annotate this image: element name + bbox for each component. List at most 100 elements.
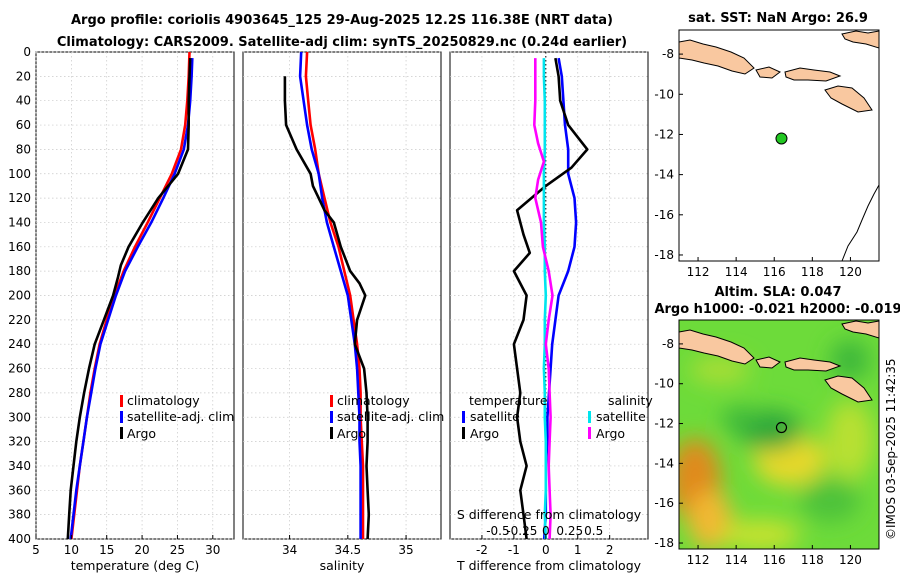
legend-swatch-argo xyxy=(330,427,333,439)
map-x-tick-label: 118 xyxy=(801,553,824,567)
y-tick-label: 260 xyxy=(8,362,31,376)
legend-label-argo: Argo xyxy=(127,426,156,441)
map-x-tick-label: 114 xyxy=(725,265,748,279)
series-line-satellite-adj-clim xyxy=(69,58,194,540)
legend-swatch-sal-satellite xyxy=(588,411,591,423)
legend-label-satellite: satellite-adj. clim xyxy=(127,409,234,424)
t-difference-xlabel: T difference from climatology xyxy=(456,558,642,573)
map-y-tick-label: -18 xyxy=(654,248,674,262)
series-line-argo xyxy=(283,76,371,540)
x-tick-label: 30 xyxy=(205,543,220,557)
legend-label-argo: Argo xyxy=(337,426,366,441)
map-x-tick-label: 118 xyxy=(801,265,824,279)
temperature-series xyxy=(66,51,194,540)
map-x-tick-label: 114 xyxy=(725,553,748,567)
temperature-xlabel: temperature (deg C) xyxy=(71,558,200,573)
java-island xyxy=(679,39,755,75)
copyright-stamp: ©IMOS 03-Sep-2025 11:42:35 xyxy=(884,358,898,540)
sla-blob xyxy=(826,400,874,480)
map-y-tick-label: -18 xyxy=(654,536,674,550)
temperature-grid xyxy=(35,51,234,540)
legend-swatch-climatology xyxy=(330,395,333,407)
legend-title-salinity: salinity xyxy=(608,393,653,408)
x-tick-label: 15 xyxy=(99,543,114,557)
bali-lombok-island xyxy=(755,66,781,79)
salinity-legend: climatology satellite-adj. clim Argo xyxy=(330,393,444,441)
x2-tick-label: 0.25 xyxy=(556,524,583,538)
x-tick-label: 20 xyxy=(134,543,149,557)
temperature-x-ticks: 5 10 15 20 25 30 xyxy=(32,535,220,557)
y-tick-label: 200 xyxy=(8,289,31,303)
salinity-grid xyxy=(243,51,441,540)
series-line-temperature-argo xyxy=(512,57,589,540)
difference-legend: temperature satellite Argo salinity sate… xyxy=(462,393,653,441)
difference-grid xyxy=(450,51,648,540)
sst-map-frame xyxy=(678,29,880,262)
y-tick-label: 240 xyxy=(8,337,31,351)
legend-title-temperature: temperature xyxy=(469,393,548,408)
series-line-argo xyxy=(66,58,192,540)
x2-tick-label: -0.25 xyxy=(506,524,537,538)
legend-swatch-temp-argo xyxy=(462,427,465,439)
map-y-tick-label: -12 xyxy=(654,417,674,431)
legend-label-climatology: climatology xyxy=(337,393,410,408)
x-tick-label: 10 xyxy=(64,543,79,557)
x-tick-label: 25 xyxy=(170,543,185,557)
sla-map-title-line1: Altim. SLA: 0.047 xyxy=(715,285,842,300)
x-tick-label: -2 xyxy=(476,543,488,557)
y-tick-label: 400 xyxy=(8,532,31,546)
sla-map-title-line2: Argo h1000: -0.021 h2000: -0.019 xyxy=(654,302,900,317)
y-tick-label: 40 xyxy=(16,94,31,108)
sla-field-blobs xyxy=(679,340,874,549)
map-x-tick-label: 112 xyxy=(687,265,710,279)
temperature-panel: 5 10 15 20 25 30 0 20 40 60 80 100 120 140 160 180 200 2… xyxy=(8,45,235,573)
y-tick-label: 220 xyxy=(8,313,31,327)
y-tick-label: 340 xyxy=(8,459,31,473)
y-tick-label: 20 xyxy=(16,69,31,83)
sla-blob xyxy=(720,520,800,549)
sla-blob xyxy=(800,478,860,522)
map-x-tick-label: 120 xyxy=(839,553,862,567)
y-tick-label: 0 xyxy=(23,45,31,59)
map-x-tick-label: 116 xyxy=(763,553,786,567)
sulawesi-coast xyxy=(841,320,879,339)
map-x-tick-label: 116 xyxy=(763,265,786,279)
legend-label-sal-satellite: satellite xyxy=(596,409,646,424)
difference-x-ticks: -2 -1 0 1 2 xyxy=(476,535,613,557)
figure-title-line1: Argo profile: coriolis 4903645_125 29-Au… xyxy=(71,13,613,28)
sla-blob xyxy=(830,340,870,380)
sst-map-y-ticks: -8 -10 -12 -14 -16 -18 xyxy=(654,47,683,262)
java-island xyxy=(679,329,755,365)
y-tick-label: 140 xyxy=(8,215,31,229)
x2-tick-label: 0.5 xyxy=(584,524,603,538)
y-tick-label: 60 xyxy=(16,118,31,132)
map-y-tick-label: -16 xyxy=(654,496,674,510)
salinity-series xyxy=(283,51,371,540)
legend-swatch-sal-argo xyxy=(588,427,591,439)
y-tick-label: 180 xyxy=(8,264,31,278)
x-tick-label: 34.5 xyxy=(334,543,361,557)
map-y-tick-label: -8 xyxy=(662,337,674,351)
sst-map-panel: sat. SST: NaN Argo: 26.9 -8-10-12-14-16-… xyxy=(654,11,880,279)
y-tick-label: 320 xyxy=(8,435,31,449)
map-y-tick-label: -8 xyxy=(662,47,674,61)
sst-map-title: sat. SST: NaN Argo: 26.9 xyxy=(688,11,868,26)
map-x-tick-label: 120 xyxy=(839,265,862,279)
x-tick-label: 34 xyxy=(282,543,297,557)
sumbawa-island xyxy=(784,357,842,372)
sst-map-x-ticks: 112 114 116 118 120 xyxy=(687,257,862,279)
sla-blob xyxy=(722,406,758,434)
map-y-tick-label: -10 xyxy=(654,87,674,101)
y-tick-label: 100 xyxy=(8,167,31,181)
x2-tick-label: -0.5 xyxy=(486,524,509,538)
sumbawa-island xyxy=(784,67,842,82)
x-tick-label: 35 xyxy=(398,543,413,557)
legend-label-satellite: satellite-adj. clim xyxy=(337,409,444,424)
series-line-salinity-satellite xyxy=(542,58,548,540)
difference-series xyxy=(512,57,589,540)
sla-map-x-ticks: 112 114 116 118 120 xyxy=(687,545,862,567)
sst-map-land xyxy=(679,30,879,261)
sla-map-frame xyxy=(678,319,880,550)
argo-position-marker xyxy=(775,421,788,434)
legend-swatch-satellite xyxy=(330,411,333,423)
